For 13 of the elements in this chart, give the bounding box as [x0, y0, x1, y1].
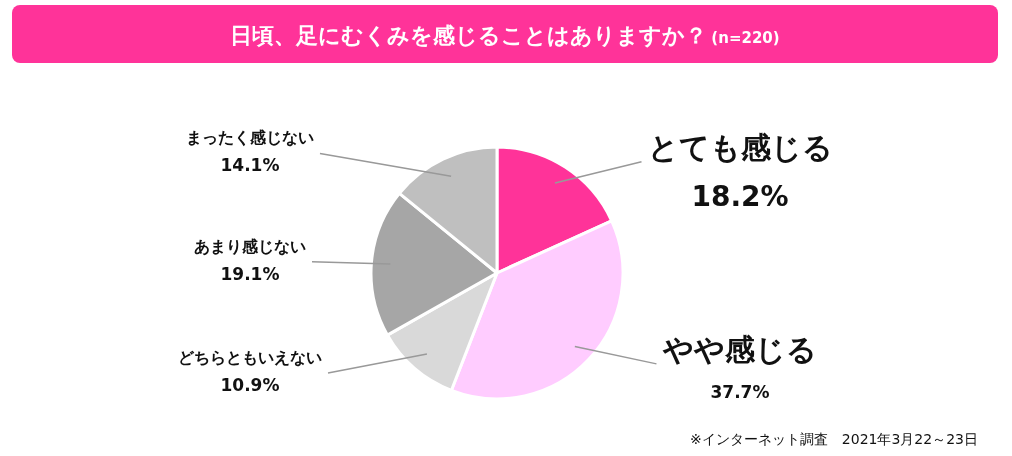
slice-label: どちらともいえない — [178, 348, 322, 368]
chart-title: 日頃、足にむくみを感じることはありますか？ — [230, 23, 708, 48]
data-label: 37.7% — [710, 381, 770, 402]
slice-label: まったく感じない — [186, 128, 314, 148]
slice-label: あまり感じない — [194, 236, 306, 256]
slice-label: とても感じる — [647, 129, 833, 165]
slice-label: やや感じる — [662, 331, 817, 367]
data-label: 14.1% — [220, 155, 280, 176]
chart-subtitle: (n=220) — [711, 29, 780, 47]
data-label: 19.1% — [220, 263, 280, 284]
data-label: 10.9% — [220, 375, 280, 396]
text: ※インターネット調査 2021年3月22～23日 — [690, 431, 978, 447]
data-label: 18.2% — [691, 179, 789, 213]
